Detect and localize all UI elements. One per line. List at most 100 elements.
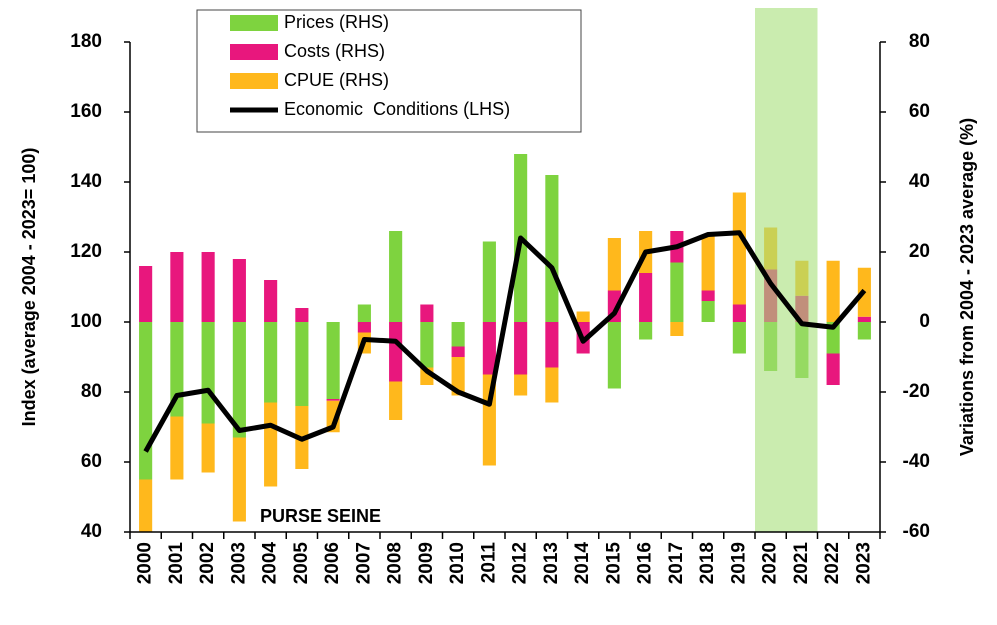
y2-tick-label: 80: [909, 31, 930, 52]
bar: [295, 308, 309, 322]
bar: [139, 266, 153, 322]
y2-tick-label: -20: [903, 381, 930, 402]
bar: [357, 304, 371, 322]
bar: [170, 252, 184, 322]
bar: [701, 301, 715, 322]
x-tick-label: 2012: [510, 542, 531, 584]
y2-tick-label: 60: [909, 101, 930, 122]
bar: [670, 322, 684, 336]
x-tick-label: 2014: [572, 542, 593, 585]
bar: [701, 234, 715, 291]
annotation: PURSE SEINE: [260, 506, 381, 526]
x-tick-label: 2021: [791, 542, 812, 585]
bar: [670, 262, 684, 322]
y-tick-label: 120: [70, 241, 102, 262]
x-tick-label: 2020: [760, 542, 781, 584]
bar: [514, 374, 528, 396]
bar: [232, 437, 246, 522]
legend-label: Prices (RHS): [284, 12, 389, 32]
bar: [545, 322, 559, 368]
x-tick-label: 2009: [416, 542, 437, 584]
bar: [357, 322, 371, 333]
bar: [732, 322, 746, 354]
bar: [451, 322, 465, 347]
x-tick-label: 2017: [666, 542, 687, 584]
x-tick-label: 2004: [260, 542, 281, 585]
plot-area: [139, 154, 871, 532]
bar: [264, 322, 278, 403]
bar: [326, 399, 340, 401]
x-tick-label: 2016: [635, 542, 656, 584]
x-tick-label: 2019: [728, 542, 749, 584]
bar: [389, 322, 403, 382]
y-tick-label: 140: [70, 171, 102, 192]
bar: [201, 252, 215, 322]
x-tick-label: 2011: [478, 542, 499, 584]
y-tick-label: 40: [81, 521, 102, 542]
bar: [139, 322, 153, 480]
bar: [482, 241, 496, 322]
x-tick-label: 2013: [541, 542, 562, 584]
bar: [826, 260, 840, 322]
bar: [826, 353, 840, 385]
x-tick-label: 2007: [353, 542, 374, 584]
bar: [545, 367, 559, 403]
y-axis-label: Index (average 2004 - 2023= 100): [19, 148, 39, 427]
x-tick-label: 2010: [447, 542, 468, 584]
y2-tick-label: -60: [903, 521, 930, 542]
y2-axis-label: Variations from 2004 - 2023 average (%): [957, 118, 977, 456]
bar: [451, 357, 465, 396]
y-tick-label: 100: [70, 311, 102, 332]
highlight-band: [755, 8, 818, 532]
legend-label: Costs (RHS): [284, 41, 385, 61]
x-tick-label: 2022: [822, 542, 843, 584]
bar: [826, 322, 840, 354]
bar: [201, 322, 215, 424]
x-tick-label: 2015: [603, 542, 624, 585]
y2-tick-label: -40: [903, 451, 930, 472]
y-tick-label: 80: [81, 381, 102, 402]
bar: [420, 304, 434, 322]
x-tick-label: 2001: [166, 542, 187, 585]
bar: [264, 280, 278, 322]
legend-swatch: [230, 15, 278, 31]
y-tick-label: 160: [70, 101, 102, 122]
x-tick-label: 2023: [853, 542, 874, 584]
y-tick-label: 180: [70, 31, 102, 52]
x-tick-label: 2005: [291, 542, 312, 585]
bar: [326, 322, 340, 399]
x-tick-label: 2002: [197, 542, 218, 584]
legend-swatch: [230, 44, 278, 60]
x-tick-label: 2000: [135, 542, 156, 584]
bar: [201, 423, 215, 473]
y2-tick-label: 40: [909, 171, 930, 192]
legend-label: Economic Conditions (LHS): [284, 99, 510, 119]
y-tick-label: 60: [81, 451, 102, 472]
line: [143, 230, 867, 453]
x-tick-label: 2006: [322, 542, 343, 584]
y2-tick-label: 20: [909, 241, 930, 262]
bar: [482, 322, 496, 375]
x-tick-label: 2003: [228, 542, 249, 584]
bar: [170, 416, 184, 480]
bar: [607, 322, 621, 389]
bar: [514, 322, 528, 375]
legend-label: CPUE (RHS): [284, 70, 389, 90]
bar: [732, 304, 746, 322]
bar: [232, 259, 246, 322]
x-tick-label: 2008: [385, 542, 406, 584]
bar: [451, 346, 465, 357]
bar: [545, 175, 559, 322]
bar: [639, 273, 653, 322]
bar: [857, 322, 871, 340]
x-tick-label: 2018: [697, 542, 718, 584]
y2-tick-label: 0: [919, 311, 930, 332]
bar: [607, 238, 621, 291]
bar: [295, 322, 309, 406]
bar: [232, 322, 246, 438]
bar: [420, 322, 434, 368]
bar: [139, 479, 153, 532]
bar: [857, 316, 871, 322]
legend-swatch: [230, 73, 278, 89]
